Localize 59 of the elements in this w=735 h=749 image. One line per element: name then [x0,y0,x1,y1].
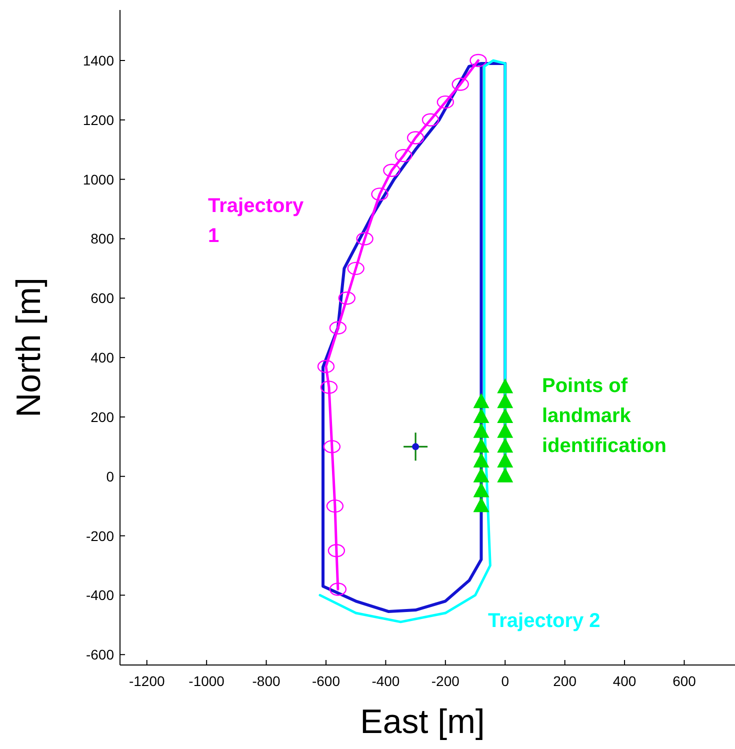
point [473,497,490,512]
series-label: Points of landmark identification [542,375,666,457]
point [452,78,469,91]
point [473,393,490,408]
point [497,438,514,453]
point [326,499,344,513]
x-tick-label: 200 [553,673,577,689]
x-tick-label: 600 [672,673,696,689]
point [497,378,514,394]
point [329,321,347,334]
y-tick-label: -600 [86,646,114,663]
y-tick-label: 1400 [82,52,114,68]
x-tick-label: -200 [431,673,460,689]
point [473,452,490,468]
point [323,440,341,454]
point [473,438,490,453]
point [422,113,440,127]
point [328,544,346,558]
point [436,95,454,109]
text: Trajectory 1 [208,195,304,247]
y-tick-label: 1000 [82,171,114,188]
point [347,262,364,276]
point [497,422,514,438]
x-tick-label: 400 [612,673,636,689]
x-tick-label: 0 [501,673,510,689]
point [371,188,388,201]
point [497,467,514,482]
y-tick-label: -400 [86,587,114,604]
y-tick-label: 200 [90,408,114,425]
point [497,408,514,423]
point [356,232,374,246]
point [473,408,490,423]
x-tick-label: -1200 [128,673,165,689]
point [395,148,412,162]
y-tick-label: -200 [86,528,114,544]
point [497,452,514,468]
point [383,164,400,178]
y-tick-label: 0 [106,468,114,484]
y-tick-label: 600 [90,290,114,306]
y-axis-title: North [m] [10,278,48,418]
x-axis-title: East [m] [360,703,485,741]
point [473,467,490,482]
point [338,292,356,305]
point [470,54,487,68]
point [497,393,514,408]
point [329,582,347,596]
x-tick-label: -400 [372,673,400,689]
y-tick-label: 800 [90,230,114,247]
point [320,380,338,394]
point [317,360,335,374]
x-tick-label: -600 [312,673,340,689]
point [473,422,490,438]
y-tick-label: 400 [90,350,114,366]
x-tick-label: -1000 [188,673,225,689]
y-tick-label: 1200 [82,112,114,128]
x-tick-label: -800 [252,673,281,689]
point [473,482,490,498]
point [406,131,424,144]
series-label: Trajectory 2 [488,610,600,632]
